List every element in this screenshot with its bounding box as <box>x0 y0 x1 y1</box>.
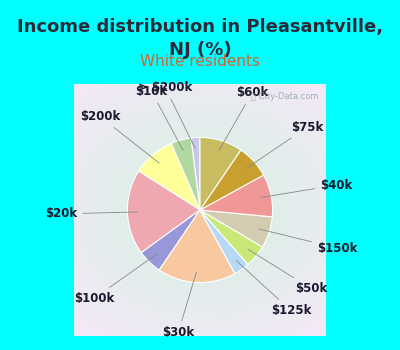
Wedge shape <box>141 210 200 270</box>
Text: $50k: $50k <box>248 250 327 295</box>
Wedge shape <box>191 138 200 210</box>
Wedge shape <box>200 210 262 265</box>
Text: White residents: White residents <box>140 54 260 69</box>
Wedge shape <box>200 150 264 210</box>
Text: $150k: $150k <box>259 229 357 254</box>
Wedge shape <box>200 210 272 247</box>
Wedge shape <box>200 210 248 274</box>
Text: $125k: $125k <box>236 260 311 317</box>
Text: $100k: $100k <box>74 254 156 305</box>
Text: $40k: $40k <box>261 178 353 197</box>
Text: $10k: $10k <box>136 85 183 150</box>
Wedge shape <box>171 138 200 210</box>
Text: $20k: $20k <box>45 207 138 220</box>
Wedge shape <box>159 210 235 282</box>
Text: $60k: $60k <box>219 86 268 151</box>
Wedge shape <box>200 175 272 217</box>
Wedge shape <box>200 138 241 210</box>
Text: $30k: $30k <box>162 272 196 340</box>
Text: > $200k: > $200k <box>138 81 195 148</box>
Wedge shape <box>128 171 200 253</box>
Text: $200k: $200k <box>80 110 159 163</box>
Text: ⓘ City-Data.com: ⓘ City-Data.com <box>251 92 318 100</box>
Text: $75k: $75k <box>246 121 323 168</box>
Text: Income distribution in Pleasantville,
NJ (%): Income distribution in Pleasantville, NJ… <box>17 19 383 59</box>
Wedge shape <box>139 144 200 210</box>
